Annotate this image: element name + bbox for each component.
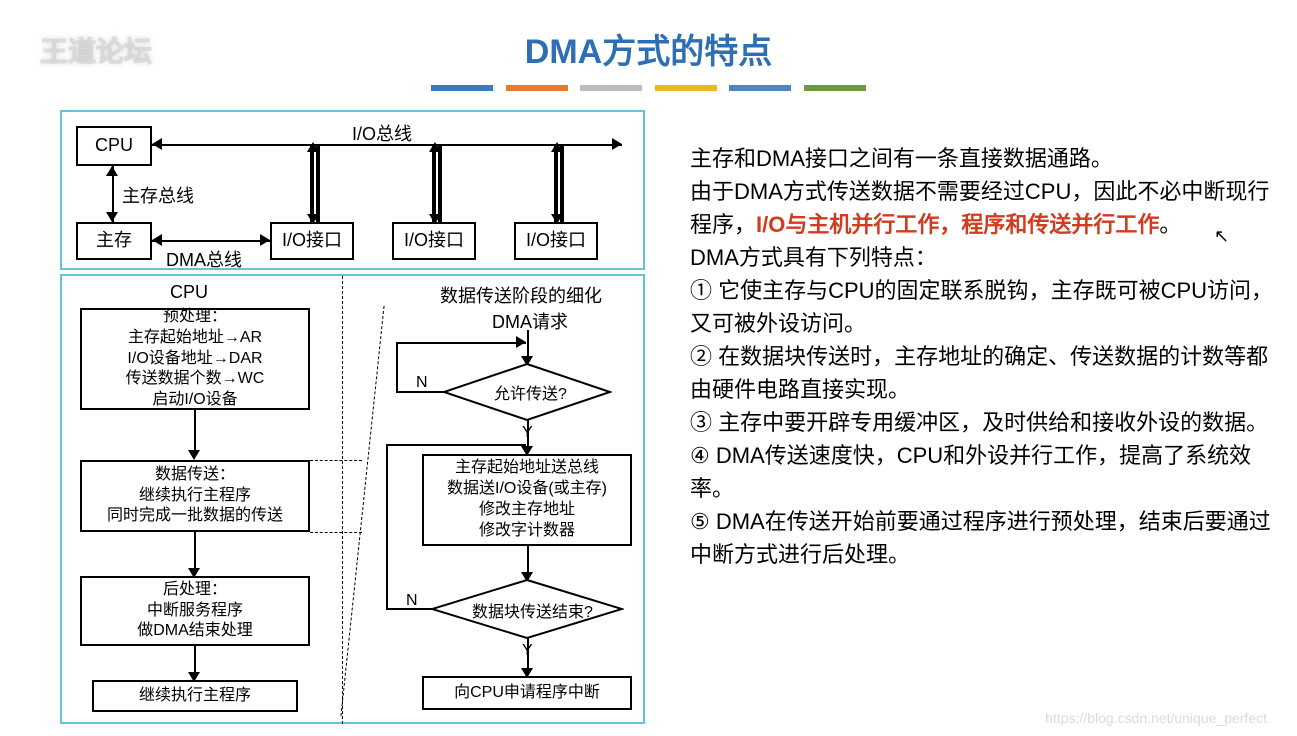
- para1d: 。: [1159, 212, 1181, 237]
- bar: [655, 85, 717, 91]
- flow-step-preprocess: 预处理： 主存起始地址→AR I/O设备地址→DAR 传送数据个数→WC 启动I…: [80, 308, 310, 410]
- flow-step-transfer: 数据传送： 继续执行主程序 同时完成一批数据的传送: [80, 460, 310, 532]
- left-flow-heading: CPU: [170, 282, 208, 303]
- bar: [431, 85, 493, 91]
- watermark-bottom: https://blog.csdn.net/unique_perfect: [1045, 710, 1267, 726]
- io-box-1: I/O接口: [270, 222, 354, 260]
- title-underline: [0, 78, 1297, 96]
- flow-divider: [342, 276, 343, 724]
- flow-step-process: 主存起始地址送总线 数据送I/O设备(或主存) 修改主存地址 修改字计数器: [422, 454, 632, 546]
- flow-step-post: 后处理： 中断服务程序 做DMA结束处理: [80, 576, 310, 646]
- right-flow-heading: 数据传送阶段的细化: [440, 282, 602, 308]
- io-box-3: I/O接口: [514, 222, 598, 260]
- list-item-5: ⑤ DMA在传送开始前要通过程序进行预处理，结束后要通过中断方式进行后处理。: [690, 505, 1285, 571]
- list-item-2: ② 在数据块传送时，主存地址的确定、传送数据的计数等都由硬件电路直接实现。: [690, 340, 1285, 406]
- list-item-4: ④ DMA传送速度快，CPU和外设并行工作，提高了系统效率。: [690, 439, 1285, 505]
- bus-diagram-panel: CPU 主存 I/O接口 I/O接口 I/O接口 I/O总线 主存总线 DMA总…: [60, 110, 645, 270]
- flow-step-continue: 继续执行主程序: [92, 680, 298, 712]
- cpu-box: CPU: [76, 126, 152, 166]
- flowchart-panel: CPU 预处理： 主存起始地址→AR I/O设备地址→DAR 传送数据个数→WC…: [60, 274, 645, 724]
- cursor-icon: ↖: [1214, 226, 1229, 247]
- description-text: 主存和DMA接口之间有一条直接数据通路。 由于DMA方式传送数据不需要经过CPU…: [690, 142, 1285, 571]
- para2: DMA方式具有下列特点：: [690, 241, 1285, 274]
- dma-request-label: DMA请求: [492, 308, 568, 334]
- flow-step-interrupt: 向CPU申请程序中断: [422, 676, 632, 710]
- io-box-2: I/O接口: [392, 222, 476, 260]
- bar: [804, 85, 866, 91]
- para1a: 主存和DMA接口之间有一条直接数据通路。: [690, 146, 1113, 171]
- decision-allow-label: 允许传送?: [494, 380, 567, 404]
- para1-highlight: I/O与主机并行工作，程序和传送并行工作: [756, 212, 1159, 237]
- bar: [580, 85, 642, 91]
- no-label-1: N: [416, 374, 428, 392]
- bar: [729, 85, 791, 91]
- bar: [506, 85, 568, 91]
- mem-bus-label: 主存总线: [122, 182, 194, 208]
- list-item-1: ① 它使主存与CPU的固定联系脱钩，主存既可被CPU访问，又可被外设访问。: [690, 274, 1285, 340]
- decision-done-label: 数据块传送结束?: [472, 598, 593, 622]
- io-bus-label: I/O总线: [352, 120, 412, 146]
- dma-bus-label: DMA总线: [166, 246, 242, 272]
- page-title: DMA方式的特点: [0, 24, 1297, 73]
- mem-box: 主存: [76, 222, 152, 260]
- list-item-3: ③ 主存中要开辟专用缓冲区，及时供给和接收外设的数据。: [690, 406, 1285, 439]
